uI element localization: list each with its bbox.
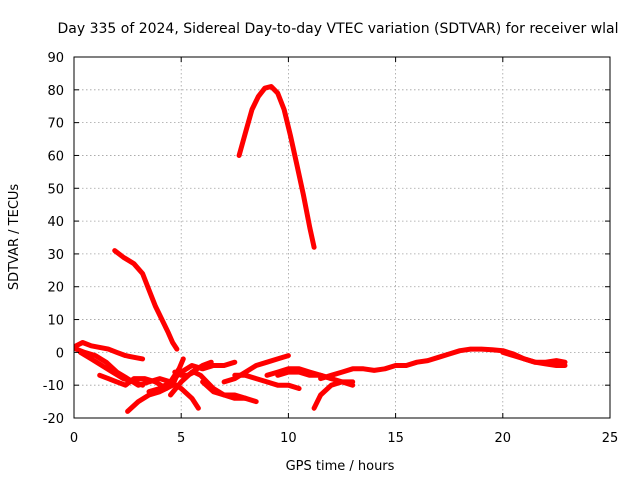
- series-arc-i: [200, 379, 248, 401]
- y-tick-label: 30: [47, 248, 64, 263]
- series-arc-n: [311, 379, 356, 411]
- series-arc-peak: [236, 84, 317, 250]
- x-tick-label: 25: [602, 431, 619, 446]
- y-tick-label: 90: [47, 51, 64, 66]
- series-arc-f: [146, 359, 238, 395]
- y-tick-label: 10: [47, 314, 64, 329]
- y-tick-label: 0: [56, 346, 64, 361]
- x-axis-label: GPS time / hours: [286, 459, 395, 474]
- y-tick-label: 40: [47, 215, 64, 230]
- x-tick-label: 10: [280, 431, 297, 446]
- x-tick-label: 5: [177, 431, 185, 446]
- series-arc-a: [73, 340, 146, 362]
- series-arc-j: [221, 353, 291, 385]
- plot-frame: [73, 56, 611, 419]
- x-tick-label: 0: [70, 431, 78, 446]
- x-tick-label: 20: [495, 431, 512, 446]
- x-axis-ticks: 0 5 10 15 20 25: [70, 57, 618, 446]
- y-axis-label: SDTVAR / TECUs: [7, 184, 22, 291]
- y-axis-ticks: -20 -10 0 10 20 30 40 50 60 70 80 90: [43, 51, 610, 427]
- series-arc-k: [232, 372, 302, 391]
- series-arc-decay: [112, 248, 180, 352]
- y-tick-label: -20: [43, 412, 64, 427]
- y-tick-label: -10: [43, 379, 64, 394]
- chart-title: Day 335 of 2024, Sidereal Day-to-day VTE…: [57, 21, 618, 37]
- data-series: [73, 84, 568, 414]
- series-arc-e: [125, 356, 186, 414]
- series-arc-c: [77, 349, 146, 388]
- y-tick-label: 70: [47, 117, 64, 132]
- series-arc-o: [318, 346, 568, 382]
- y-tick-label: 50: [47, 182, 64, 197]
- x-tick-label: 15: [387, 431, 404, 446]
- series-arc-p: [500, 349, 568, 365]
- y-tick-label: 80: [47, 84, 64, 99]
- y-tick-label: 20: [47, 281, 64, 296]
- grid-lines: [74, 57, 610, 418]
- y-tick-label: 60: [47, 149, 64, 164]
